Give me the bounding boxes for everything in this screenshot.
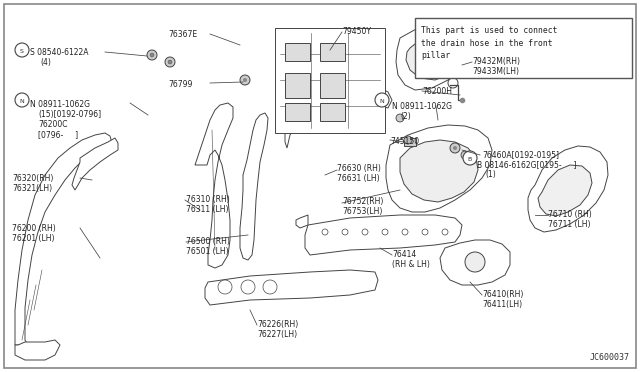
Circle shape	[322, 229, 328, 235]
Circle shape	[382, 229, 388, 235]
Circle shape	[402, 229, 408, 235]
Bar	[320, 103, 345, 121]
Bar	[285, 73, 310, 98]
Bar	[320, 73, 345, 98]
Circle shape	[243, 78, 247, 82]
Circle shape	[450, 143, 460, 153]
Text: [0796-     ]: [0796- ]	[38, 130, 78, 139]
Polygon shape	[15, 133, 112, 345]
Bar	[275, 28, 385, 133]
Text: 76367E: 76367E	[168, 30, 197, 39]
Circle shape	[362, 229, 368, 235]
Polygon shape	[440, 240, 510, 285]
Polygon shape	[400, 140, 478, 202]
Text: 76711 (LH): 76711 (LH)	[548, 220, 591, 229]
Circle shape	[15, 93, 29, 107]
Text: 76414: 76414	[392, 250, 416, 259]
Text: 76630 (RH): 76630 (RH)	[337, 164, 381, 173]
Polygon shape	[296, 215, 308, 228]
Text: 79450Y: 79450Y	[342, 27, 371, 36]
Text: 76310 (RH): 76310 (RH)	[186, 195, 230, 204]
Circle shape	[396, 114, 404, 122]
Polygon shape	[195, 103, 233, 268]
Polygon shape	[305, 215, 462, 255]
Text: JC600037: JC600037	[590, 353, 630, 362]
Bar	[320, 43, 345, 61]
Circle shape	[168, 60, 172, 64]
Circle shape	[240, 75, 250, 85]
Polygon shape	[205, 270, 378, 305]
Text: 76227(LH): 76227(LH)	[257, 330, 297, 339]
Circle shape	[375, 93, 389, 107]
Polygon shape	[72, 138, 118, 190]
Text: S: S	[20, 48, 24, 54]
Bar	[285, 103, 310, 121]
Circle shape	[165, 57, 175, 67]
Circle shape	[342, 229, 348, 235]
Circle shape	[424, 52, 440, 68]
Polygon shape	[285, 85, 392, 148]
Polygon shape	[396, 25, 468, 90]
Polygon shape	[538, 165, 592, 216]
Text: 76799: 76799	[168, 80, 193, 89]
Text: 76752(RH): 76752(RH)	[342, 197, 383, 206]
Text: N: N	[380, 99, 385, 103]
Circle shape	[404, 136, 412, 144]
Text: 76501 (LH): 76501 (LH)	[186, 247, 228, 256]
Circle shape	[263, 280, 277, 294]
Text: 76710 (RH): 76710 (RH)	[548, 210, 592, 219]
Circle shape	[465, 252, 485, 272]
Polygon shape	[15, 340, 60, 360]
Text: 76200H: 76200H	[422, 87, 452, 96]
Text: (15)[0192-0796]: (15)[0192-0796]	[38, 110, 101, 119]
Text: 76226(RH): 76226(RH)	[257, 320, 298, 329]
Text: N 08911-1062G: N 08911-1062G	[392, 102, 452, 111]
Text: N 08911-1062G: N 08911-1062G	[30, 100, 90, 109]
Polygon shape	[528, 146, 608, 232]
Circle shape	[241, 280, 255, 294]
Polygon shape	[386, 125, 492, 212]
Text: This part is used to connect
the drain hose in the front
pillar: This part is used to connect the drain h…	[421, 26, 557, 60]
Text: 76500 (RH): 76500 (RH)	[186, 237, 230, 246]
Circle shape	[147, 50, 157, 60]
Circle shape	[150, 53, 154, 57]
Bar	[404, 138, 416, 146]
Text: 79432M(RH): 79432M(RH)	[472, 57, 520, 66]
Circle shape	[218, 280, 232, 294]
Text: (RH & LH): (RH & LH)	[392, 260, 430, 269]
Text: 745150: 745150	[390, 137, 419, 146]
Polygon shape	[240, 113, 268, 260]
Text: 76460A[0192-0195]: 76460A[0192-0195]	[482, 150, 559, 159]
Circle shape	[453, 146, 457, 150]
Text: B 08146-6162G[0195-     ]: B 08146-6162G[0195- ]	[477, 160, 577, 169]
Polygon shape	[406, 38, 455, 80]
Text: 76321(LH): 76321(LH)	[12, 184, 52, 193]
Text: 79433M(LH): 79433M(LH)	[472, 67, 519, 76]
Text: 76311 (LH): 76311 (LH)	[186, 205, 228, 214]
Text: B: B	[468, 157, 472, 161]
Circle shape	[442, 229, 448, 235]
Circle shape	[461, 151, 469, 159]
Text: 76631 (LH): 76631 (LH)	[337, 174, 380, 183]
Text: 76200C: 76200C	[38, 120, 67, 129]
Text: 76753(LH): 76753(LH)	[342, 207, 382, 216]
Circle shape	[15, 43, 29, 57]
Text: (2): (2)	[400, 112, 411, 121]
Text: 76410(RH): 76410(RH)	[482, 290, 524, 299]
Text: (4): (4)	[40, 58, 51, 67]
Text: 76411(LH): 76411(LH)	[482, 300, 522, 309]
Text: 76201 (LH): 76201 (LH)	[12, 234, 54, 243]
Text: (1): (1)	[485, 170, 496, 179]
Bar	[285, 43, 310, 61]
Bar	[415, 18, 632, 78]
Circle shape	[448, 78, 458, 88]
Circle shape	[422, 229, 428, 235]
Text: 76320(RH): 76320(RH)	[12, 174, 53, 183]
Text: S 08540-6122A: S 08540-6122A	[30, 48, 88, 57]
Text: N: N	[20, 99, 24, 103]
Text: 76200 (RH): 76200 (RH)	[12, 224, 56, 233]
Circle shape	[463, 151, 477, 165]
